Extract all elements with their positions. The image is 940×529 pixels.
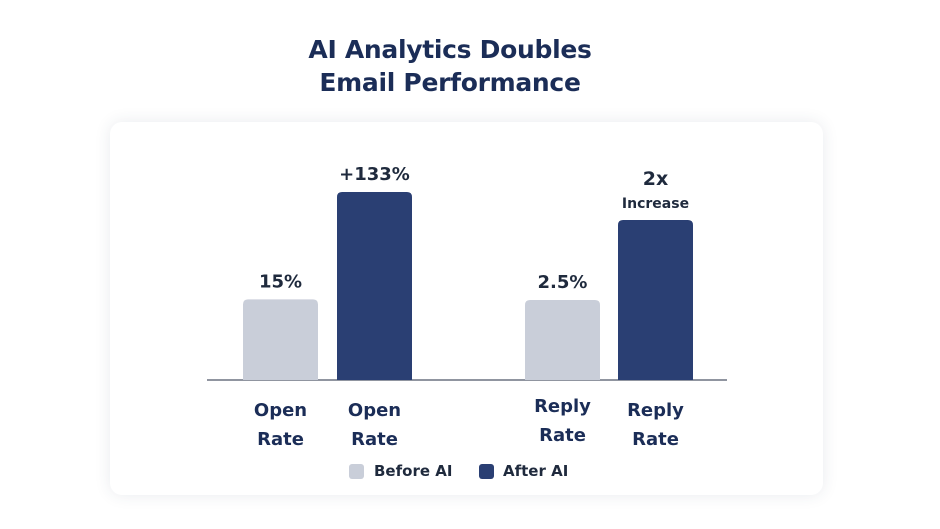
category-label: Rate bbox=[351, 429, 398, 450]
category-label: Rate bbox=[539, 425, 586, 446]
data-label: 15% bbox=[259, 271, 302, 292]
data-label: 2x bbox=[643, 168, 668, 190]
category-label: Reply bbox=[534, 396, 591, 417]
bar-chart: 15% Open Rate +133% Open Rate 2.5% Reply Rate 2x I… bbox=[207, 164, 727, 480]
chart-title-line-1: AI Analytics Doubles bbox=[308, 35, 592, 64]
legend-label-1: Before AI bbox=[374, 462, 452, 480]
before-ai-bar-1 bbox=[243, 299, 318, 380]
category-label: Reply bbox=[627, 400, 684, 421]
legend-label-2: After AI bbox=[503, 462, 568, 480]
category-label: Rate bbox=[632, 429, 679, 450]
category-label: Open bbox=[254, 400, 307, 421]
chart-title: AI Analytics Doubles Email Performance bbox=[0, 33, 900, 99]
category-label: Open bbox=[348, 400, 401, 421]
category-label: Rate bbox=[257, 429, 304, 450]
before-ai-bar-2 bbox=[525, 300, 600, 380]
after-ai-bar-2 bbox=[618, 220, 693, 380]
legend-swatch-1 bbox=[349, 464, 364, 479]
chart-card: 15% Open Rate +133% Open Rate 2.5% Reply Rate 2x I… bbox=[110, 122, 823, 495]
legend-swatch-2 bbox=[479, 464, 494, 479]
after-ai-bar-1 bbox=[337, 192, 412, 380]
chart-title-line-2: Email Performance bbox=[319, 68, 581, 97]
data-label-sub: Increase bbox=[622, 196, 689, 212]
data-label: +133% bbox=[339, 164, 410, 185]
data-label: 2.5% bbox=[538, 272, 588, 293]
